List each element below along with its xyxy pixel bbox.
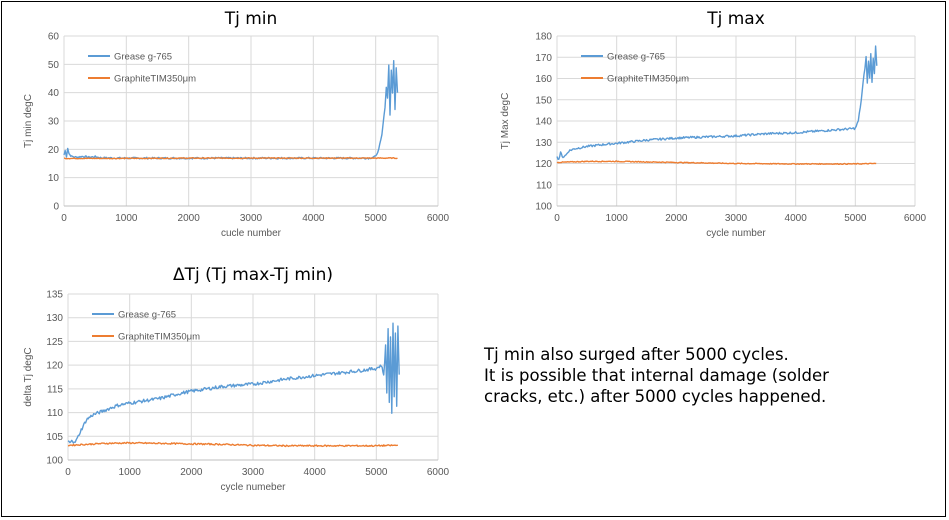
y-tick-label: 50 — [48, 60, 60, 71]
x-tick-label: 6000 — [427, 213, 450, 224]
x-axis-label: cycle numeber — [220, 482, 286, 493]
y-tick-label: 120 — [535, 159, 552, 170]
y-axis-label: Tj Max degC — [500, 93, 511, 150]
y-tick-label: 100 — [535, 202, 552, 213]
x-tick-label: 6000 — [904, 213, 927, 224]
x-tick-label: 2000 — [665, 213, 688, 224]
x-tick-label: 3000 — [242, 467, 265, 478]
series-line-graphite — [556, 160, 877, 166]
x-tick-label: 1000 — [606, 213, 629, 224]
series-line-graphite — [67, 441, 398, 448]
x-tick-label: 1000 — [115, 213, 138, 224]
y-axis-label: Tj min degC — [23, 94, 34, 148]
y-tick-label: 105 — [46, 432, 63, 443]
chart-svg: Tj max 100 110 120 130 140 150 160 170 180 0 1000 20… — [500, 9, 927, 239]
x-tick-label: 0 — [65, 467, 71, 478]
legend-label: Grease g-765 — [114, 52, 172, 63]
legend-label: GraphiteTIM350μm — [114, 74, 196, 85]
y-tick-label: 120 — [46, 361, 63, 372]
chart-svg: ΔTj (Tj max-Tj min) 100 105 110 115 120 125 130… — [23, 265, 450, 493]
x-tick-label: 4000 — [785, 213, 808, 224]
chart-tj-max: Tj max 100 110 120 130 140 150 160 170 180 0 1000 20… — [495, 6, 935, 256]
legend-label: Grease g-765 — [607, 52, 665, 63]
y-tick-label: 60 — [48, 32, 60, 43]
series-line-grease — [556, 45, 878, 161]
x-tick-label: 4000 — [302, 213, 325, 224]
y-tick-label: 110 — [47, 408, 63, 419]
series-line-grease — [67, 322, 400, 444]
chart-svg: Tj min 0 10 20 30 40 50 60 0 1000 2000 3000 4000 5000… — [23, 9, 450, 239]
y-tick-label: 170 — [535, 53, 552, 64]
y-tick-label: 180 — [535, 32, 552, 43]
y-tick-label: 20 — [48, 145, 60, 156]
y-tick-label: 115 — [47, 384, 63, 395]
y-tick-label: 110 — [536, 180, 552, 191]
x-tick-label: 2000 — [180, 467, 203, 478]
chart-tj-min: Tj min 0 10 20 30 40 50 60 0 1000 2000 3000 4000 5000… — [18, 6, 458, 256]
x-tick-label: 2000 — [178, 213, 201, 224]
x-tick-label: 5000 — [365, 213, 388, 224]
y-tick-label: 160 — [535, 74, 552, 85]
y-tick-label: 30 — [48, 117, 60, 128]
x-tick-label: 3000 — [240, 213, 263, 224]
note-line-2: It is possible that internal damage (sol… — [484, 366, 829, 385]
y-tick-label: 0 — [53, 202, 59, 213]
y-tick-label: 150 — [535, 95, 552, 106]
chart-title: Tj min — [224, 9, 278, 29]
y-tick-label: 10 — [48, 173, 60, 184]
y-axis-label: delta Tj degC — [23, 347, 34, 406]
x-tick-label: 1000 — [119, 467, 142, 478]
legend-label: GraphiteTIM350μm — [118, 332, 200, 343]
legend-label: GraphiteTIM350μm — [607, 74, 689, 85]
x-tick-label: 3000 — [725, 213, 748, 224]
chart-delta-tj: ΔTj (Tj max-Tj min) 100 105 110 115 120 125 130… — [18, 264, 458, 504]
y-tick-label: 130 — [46, 313, 63, 324]
y-tick-label: 140 — [535, 117, 552, 128]
note-line-1: Tj min also surged after 5000 cycles. — [484, 345, 789, 364]
note-line-3: cracks, etc.) after 5000 cycles happened… — [484, 387, 827, 406]
x-tick-label: 0 — [61, 213, 67, 224]
y-tick-label: 100 — [46, 456, 63, 467]
chart-title: Tj max — [706, 9, 765, 29]
y-tick-label: 40 — [48, 88, 60, 99]
x-tick-label: 5000 — [844, 213, 867, 224]
chart-title: ΔTj (Tj max-Tj min) — [173, 265, 333, 285]
x-axis-label: cucle number — [221, 228, 282, 239]
x-tick-label: 0 — [554, 213, 560, 224]
x-axis-label: cycle number — [706, 228, 766, 239]
legend-label: Grease g-765 — [118, 310, 176, 321]
y-tick-label: 135 — [46, 290, 63, 301]
series-line-graphite — [64, 156, 398, 160]
note-text: Tj min also surged after 5000 cycles. It… — [484, 344, 924, 407]
x-tick-label: 4000 — [304, 467, 327, 478]
y-tick-label: 125 — [46, 337, 63, 348]
x-tick-label: 6000 — [427, 467, 450, 478]
y-tick-label: 130 — [535, 138, 552, 149]
x-tick-label: 5000 — [365, 467, 388, 478]
